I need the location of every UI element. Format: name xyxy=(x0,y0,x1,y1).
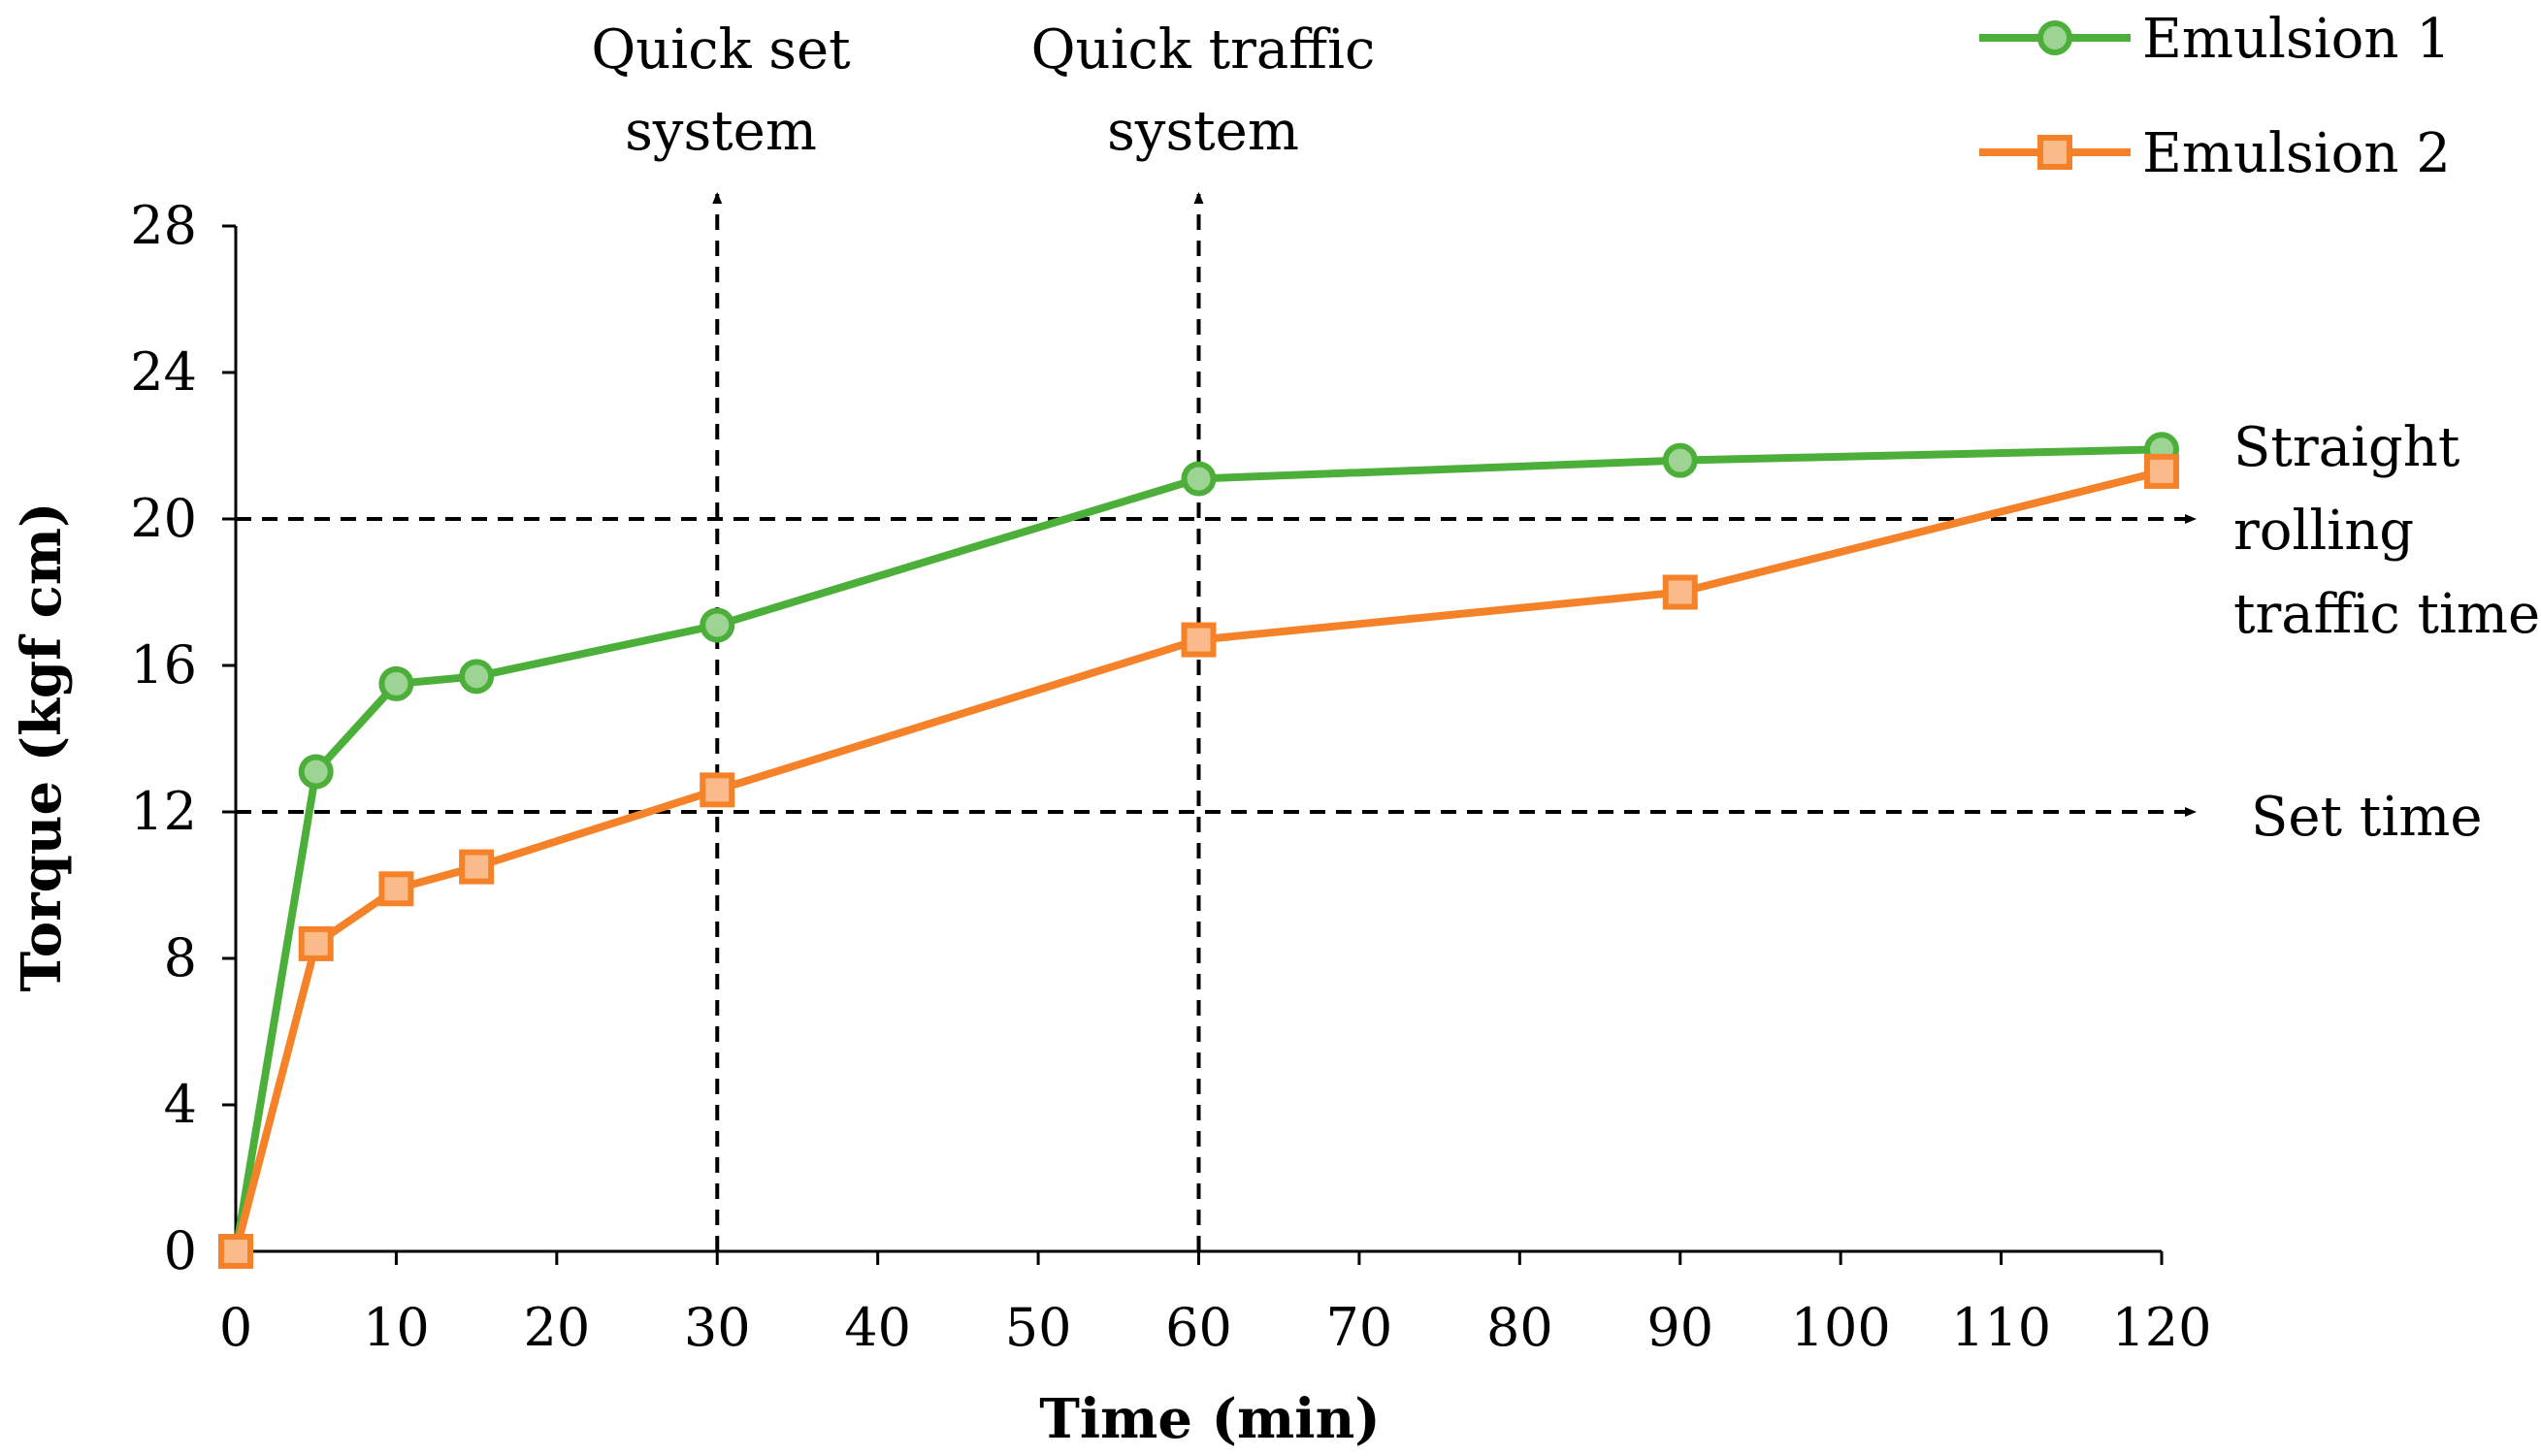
data-point xyxy=(1662,442,1698,478)
legend-label: Emulsion 1 xyxy=(2142,8,2451,71)
x-tick-label: 10 xyxy=(363,1297,430,1358)
legend-marker xyxy=(2037,135,2072,170)
x-tick-label: 30 xyxy=(684,1297,751,1358)
vertical-reference-label: Quick traffic xyxy=(1031,18,1376,81)
data-point xyxy=(2144,453,2179,489)
data-point xyxy=(700,607,735,643)
x-tick-label: 90 xyxy=(1646,1297,1713,1358)
horizontal-reference-label: traffic time xyxy=(2233,583,2540,646)
data-point xyxy=(378,871,414,907)
data-point xyxy=(298,754,334,790)
x-axis-title: Time (min) xyxy=(1039,1387,1381,1451)
y-axis-title: Torque (kgf cm) xyxy=(10,502,74,992)
x-tick-labels: 0 10 20 30 40 50 60 70 80 90 100 110 120 xyxy=(219,1297,2212,1358)
x-tick-label: 50 xyxy=(1005,1297,1072,1358)
y-tick-label: 20 xyxy=(130,488,197,549)
x-tick-label: 110 xyxy=(1951,1297,2051,1358)
x-tick-label: 60 xyxy=(1165,1297,1232,1358)
x-tick-label: 20 xyxy=(523,1297,590,1358)
x-tick-label: 120 xyxy=(2111,1297,2211,1358)
vertical-reference-label: system xyxy=(625,100,817,163)
horizontal-reference-label: Straight xyxy=(2233,416,2460,479)
data-point xyxy=(378,665,414,701)
series-layer xyxy=(218,432,2179,1269)
data-point xyxy=(459,659,495,695)
y-tick-label: 0 xyxy=(164,1220,197,1281)
x-tick-label: 0 xyxy=(219,1297,252,1358)
vertical-reference-label: Quick set xyxy=(591,18,851,81)
horizontal-reference-label: Set time xyxy=(2251,786,2482,849)
data-point xyxy=(700,772,735,808)
x-tick-label: 80 xyxy=(1486,1297,1553,1358)
data-point xyxy=(1181,461,1217,497)
axes xyxy=(222,224,2164,1265)
y-tick-label: 16 xyxy=(130,634,197,696)
data-point xyxy=(1181,622,1217,658)
data-point xyxy=(218,1234,253,1269)
data-point xyxy=(459,849,495,885)
legend: Emulsion 1 Emulsion 2 xyxy=(1979,8,2451,185)
horizontal-reference-label: rolling xyxy=(2233,500,2414,563)
y-tick-label: 8 xyxy=(164,927,197,988)
data-point xyxy=(298,925,334,961)
vertical-reference-label: system xyxy=(1107,100,1299,163)
series-2 xyxy=(218,453,2179,1269)
y-tick-label: 24 xyxy=(130,341,197,403)
legend-label: Emulsion 2 xyxy=(2142,122,2451,185)
x-tick-label: 100 xyxy=(1791,1297,1891,1358)
y-tick-label: 28 xyxy=(130,195,197,256)
annotations: Quick set system Quick traffic system Straig… xyxy=(591,18,2540,849)
data-point xyxy=(1662,574,1698,610)
y-tick-label: 4 xyxy=(164,1074,197,1135)
x-tick-label: 70 xyxy=(1326,1297,1393,1358)
legend-item: Emulsion 1 xyxy=(1979,8,2451,71)
y-tick-labels: 0 4 8 12 16 20 24 28 xyxy=(130,195,197,1281)
reference-lines xyxy=(236,192,2197,1251)
legend-marker xyxy=(2037,20,2072,55)
y-tick-label: 12 xyxy=(130,781,197,842)
series-line xyxy=(232,445,2163,1252)
legend-item: Emulsion 2 xyxy=(1979,122,2451,185)
x-tick-label: 40 xyxy=(844,1297,911,1358)
